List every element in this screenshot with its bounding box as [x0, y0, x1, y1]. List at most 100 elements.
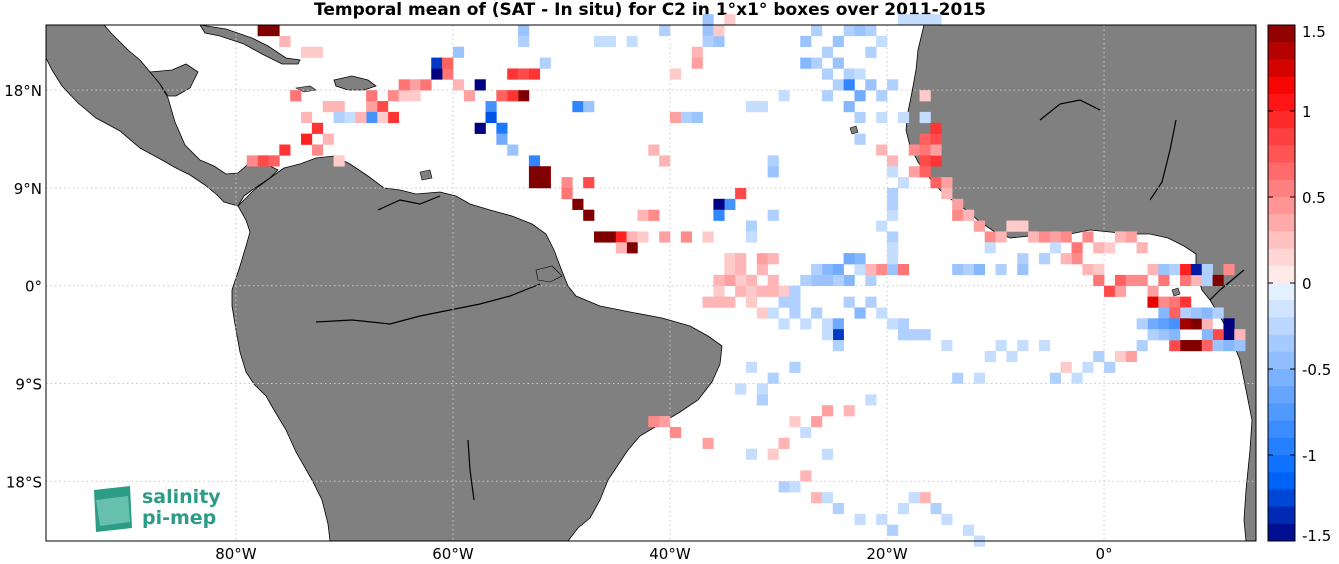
data-box — [496, 90, 508, 102]
data-box — [518, 25, 530, 37]
data-box — [745, 296, 758, 308]
data-box — [908, 144, 920, 156]
data-box — [995, 263, 1007, 276]
data-box — [919, 14, 931, 26]
data-box — [539, 57, 551, 69]
river-west-africa — [1039, 99, 1101, 121]
data-box — [452, 46, 465, 58]
data-box — [778, 90, 790, 102]
colorbar-tick-label: -1 — [1302, 447, 1317, 465]
data-box — [702, 296, 714, 308]
colorbar-segment — [1268, 162, 1295, 181]
data-box — [604, 231, 617, 243]
data-box — [865, 25, 877, 37]
data-box — [745, 361, 758, 373]
colorbar-segment — [1268, 334, 1295, 353]
land-south-america — [231, 155, 723, 542]
data-box — [832, 274, 844, 287]
data-box — [279, 144, 291, 156]
data-box — [854, 513, 866, 526]
data-box — [811, 263, 823, 276]
data-box — [767, 166, 779, 178]
data-box — [745, 231, 758, 243]
data-box — [713, 198, 725, 210]
colorbar-tick-label: 0.5 — [1302, 189, 1326, 207]
colorbar-segment — [1268, 231, 1295, 250]
data-box — [800, 318, 812, 330]
data-box — [832, 318, 844, 330]
data-box — [1158, 274, 1170, 287]
data-box — [1190, 340, 1203, 352]
data-box — [626, 242, 638, 254]
data-box — [322, 101, 334, 113]
data-box — [1180, 296, 1192, 308]
data-box — [702, 35, 714, 48]
data-box — [1082, 263, 1094, 276]
data-box — [930, 133, 942, 145]
data-box — [919, 492, 931, 504]
data-box — [930, 14, 942, 26]
data-box — [669, 111, 682, 124]
data-box — [1147, 263, 1159, 276]
data-box — [669, 426, 682, 439]
data-box — [821, 274, 834, 287]
data-box — [1158, 329, 1170, 341]
data-box — [1180, 274, 1192, 287]
data-box — [474, 79, 486, 91]
data-box — [767, 155, 779, 167]
data-box — [1136, 318, 1148, 330]
data-box — [1212, 307, 1224, 319]
x-tick-label: 40°W — [649, 545, 691, 563]
data-box — [919, 329, 931, 341]
data-box — [1180, 318, 1192, 330]
data-box — [854, 111, 866, 124]
data-box — [941, 187, 953, 200]
data-box — [1125, 274, 1137, 287]
data-box — [1212, 329, 1224, 341]
data-box — [854, 133, 866, 145]
data-box — [778, 437, 790, 449]
data-box — [1136, 340, 1148, 352]
data-box — [1104, 361, 1116, 373]
data-box — [311, 144, 324, 156]
data-box — [745, 285, 758, 297]
data-box — [756, 253, 768, 265]
data-box — [778, 318, 790, 330]
data-box — [843, 25, 855, 37]
data-box — [1038, 231, 1051, 243]
colorbar-segment — [1268, 248, 1295, 267]
data-box — [995, 231, 1007, 243]
data-box — [745, 101, 758, 113]
y-axis-labels: 18°N 9°N 0° 9°S 18°S — [4, 82, 42, 491]
data-box — [897, 14, 910, 26]
colorbar-tick-label: -0.5 — [1302, 361, 1331, 379]
colorbar-segment — [1268, 128, 1295, 146]
data-box — [1114, 350, 1127, 363]
data-box — [1136, 274, 1148, 287]
data-box — [800, 35, 812, 48]
data-box — [637, 209, 649, 221]
river-parana — [467, 439, 475, 501]
data-box — [1169, 340, 1181, 352]
data-box — [1180, 340, 1192, 352]
data-box — [507, 90, 519, 102]
data-box — [973, 220, 985, 232]
data-box — [756, 394, 768, 406]
data-box — [865, 296, 877, 308]
data-box — [474, 122, 486, 134]
data-box — [876, 263, 888, 276]
data-box — [648, 209, 660, 221]
data-box — [724, 274, 736, 287]
data-box — [832, 35, 844, 48]
data-box — [887, 155, 899, 167]
colorbar — [1268, 25, 1295, 542]
data-box — [518, 68, 530, 80]
data-box — [811, 25, 823, 37]
data-box — [930, 122, 942, 134]
data-box — [1201, 263, 1213, 276]
land-cape-verde — [849, 125, 859, 135]
data-box — [897, 177, 910, 189]
data-box — [594, 35, 606, 48]
x-axis-labels: 80°W 60°W 40°W 20°W 0° — [215, 545, 1112, 563]
